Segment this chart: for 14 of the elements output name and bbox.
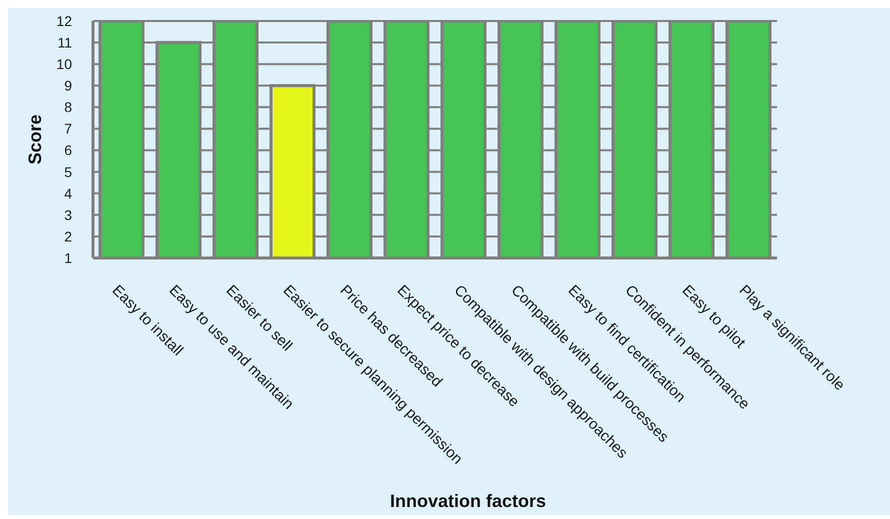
y-tick-label: 1 (64, 250, 72, 266)
y-tick-label: 6 (64, 142, 72, 158)
y-axis-title: Score (25, 114, 45, 165)
y-tick-label: 11 (57, 34, 72, 51)
y-tick-label: 8 (64, 99, 72, 116)
y-tick-label: 2 (64, 228, 72, 244)
y-tick-label: 3 (64, 206, 72, 223)
y-tick-label: 10 (56, 56, 72, 72)
y-tick-label: 5 (64, 164, 72, 180)
y-tick-label: 7 (64, 120, 72, 137)
y-tick-label: 12 (56, 12, 72, 29)
y-tick-label: 9 (64, 78, 72, 94)
y-tick-label: 4 (64, 185, 72, 202)
x-axis-title: Innovation factors (390, 491, 546, 511)
